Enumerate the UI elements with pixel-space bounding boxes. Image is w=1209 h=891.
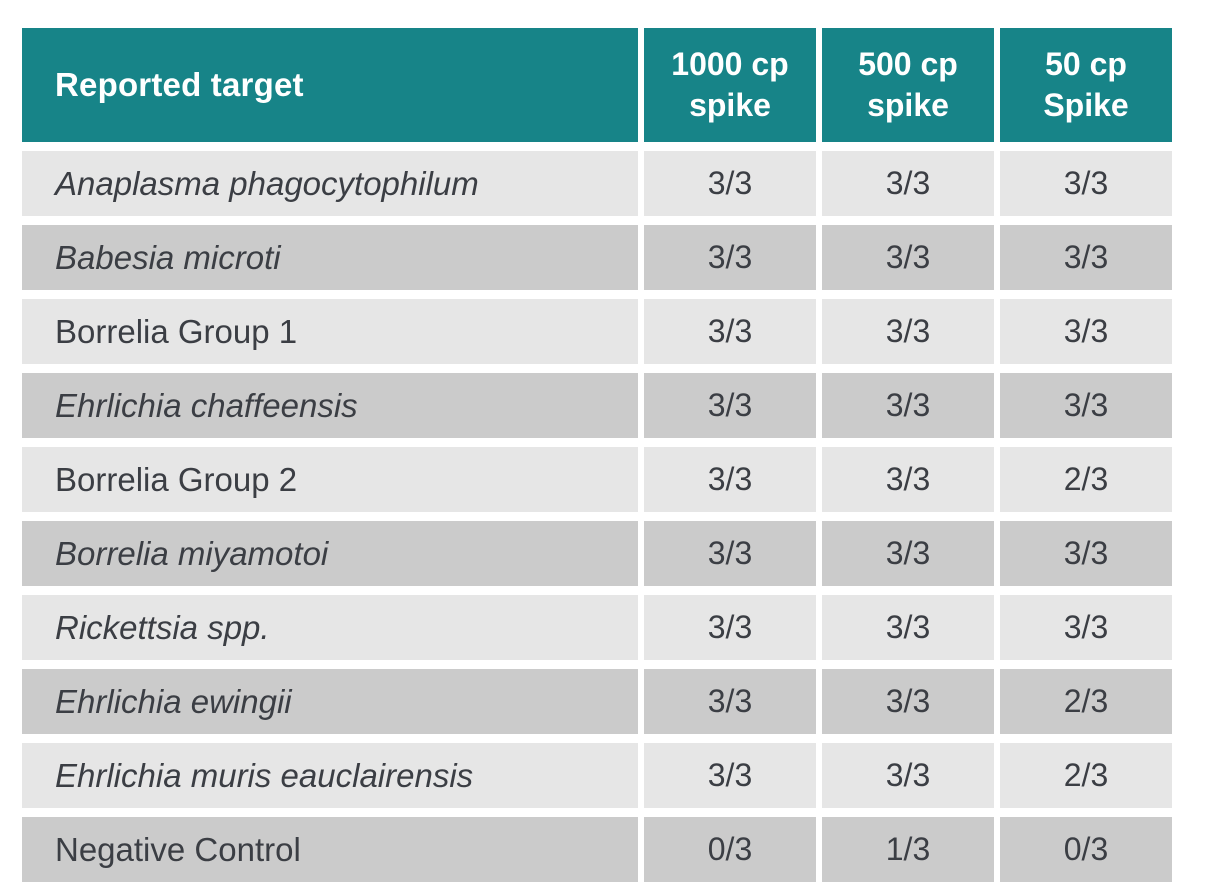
value-cell: 3/3 — [822, 669, 994, 734]
value-cell: 3/3 — [644, 151, 816, 216]
value-cell: 3/3 — [1000, 299, 1172, 364]
table-row: Babesia microti 3/3 3/3 3/3 — [22, 225, 1172, 290]
value-cell: 3/3 — [822, 447, 994, 512]
target-cell: Ehrlichia ewingii — [22, 669, 638, 734]
target-cell: Babesia microti — [22, 225, 638, 290]
column-header-1000cp-spike: 1000 cp spike — [644, 28, 816, 142]
value-cell: 3/3 — [1000, 595, 1172, 660]
value-cell: 3/3 — [644, 743, 816, 808]
value-cell: 3/3 — [822, 521, 994, 586]
value-cell: 3/3 — [644, 669, 816, 734]
table-row: Borrelia Group 2 3/3 3/3 2/3 — [22, 447, 1172, 512]
value-cell: 3/3 — [822, 373, 994, 438]
value-cell: 3/3 — [644, 521, 816, 586]
target-cell: Negative Control — [22, 817, 638, 882]
table-row: Ehrlichia ewingii 3/3 3/3 2/3 — [22, 669, 1172, 734]
value-cell: 3/3 — [644, 447, 816, 512]
value-cell: 3/3 — [1000, 373, 1172, 438]
value-cell: 3/3 — [644, 225, 816, 290]
table-row: Rickettsia spp. 3/3 3/3 3/3 — [22, 595, 1172, 660]
table-row: Anaplasma phagocytophilum 3/3 3/3 3/3 — [22, 151, 1172, 216]
value-cell: 2/3 — [1000, 669, 1172, 734]
value-cell: 3/3 — [644, 595, 816, 660]
spike-results-table-container: Reported target 1000 cp spike 500 cp spi… — [16, 19, 1178, 891]
value-cell: 3/3 — [1000, 225, 1172, 290]
column-header-500cp-spike: 500 cp spike — [822, 28, 994, 142]
value-cell: 2/3 — [1000, 743, 1172, 808]
value-cell: 3/3 — [822, 595, 994, 660]
table-row: Borrelia miyamotoi 3/3 3/3 3/3 — [22, 521, 1172, 586]
value-cell: 3/3 — [822, 743, 994, 808]
table-row: Borrelia Group 1 3/3 3/3 3/3 — [22, 299, 1172, 364]
spike-results-table: Reported target 1000 cp spike 500 cp spi… — [16, 19, 1178, 891]
value-cell: 3/3 — [644, 373, 816, 438]
value-cell: 0/3 — [1000, 817, 1172, 882]
value-cell: 3/3 — [1000, 521, 1172, 586]
value-cell: 3/3 — [822, 225, 994, 290]
value-cell: 3/3 — [822, 151, 994, 216]
target-cell: Borrelia miyamotoi — [22, 521, 638, 586]
value-cell: 0/3 — [644, 817, 816, 882]
table-row: Ehrlichia muris eauclairensis 3/3 3/3 2/… — [22, 743, 1172, 808]
table-body: Anaplasma phagocytophilum 3/3 3/3 3/3 Ba… — [22, 151, 1172, 882]
target-cell: Borrelia Group 2 — [22, 447, 638, 512]
value-cell: 1/3 — [822, 817, 994, 882]
table-row: Negative Control 0/3 1/3 0/3 — [22, 817, 1172, 882]
value-cell: 2/3 — [1000, 447, 1172, 512]
target-cell: Rickettsia spp. — [22, 595, 638, 660]
header-row: Reported target 1000 cp spike 500 cp spi… — [22, 28, 1172, 142]
column-header-50cp-spike: 50 cp Spike — [1000, 28, 1172, 142]
target-cell: Anaplasma phagocytophilum — [22, 151, 638, 216]
table-row: Ehrlichia chaffeensis 3/3 3/3 3/3 — [22, 373, 1172, 438]
value-cell: 3/3 — [644, 299, 816, 364]
value-cell: 3/3 — [822, 299, 994, 364]
target-cell: Ehrlichia muris eauclairensis — [22, 743, 638, 808]
table-header: Reported target 1000 cp spike 500 cp spi… — [22, 28, 1172, 142]
target-cell: Ehrlichia chaffeensis — [22, 373, 638, 438]
column-header-reported-target: Reported target — [22, 28, 638, 142]
target-cell: Borrelia Group 1 — [22, 299, 638, 364]
value-cell: 3/3 — [1000, 151, 1172, 216]
